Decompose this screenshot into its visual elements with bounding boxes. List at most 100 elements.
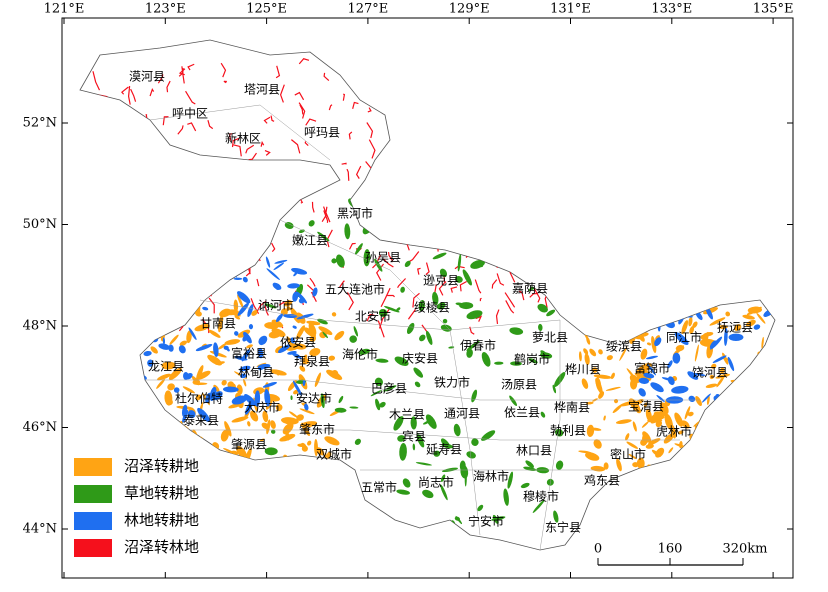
patch — [168, 273, 177, 285]
patch — [178, 264, 186, 272]
patch — [625, 433, 630, 441]
patch — [509, 327, 524, 335]
place-label: 通河县 — [444, 407, 480, 421]
patch — [188, 268, 196, 282]
patch — [107, 173, 111, 178]
patch — [218, 314, 224, 333]
patch — [555, 460, 564, 470]
patch — [185, 294, 194, 303]
patch — [538, 323, 543, 332]
patch — [206, 255, 213, 264]
patch — [258, 335, 268, 346]
patch — [681, 420, 690, 429]
patch — [245, 400, 253, 415]
patch — [687, 411, 694, 417]
patch — [719, 412, 723, 424]
place-label: 同江市 — [666, 330, 702, 345]
patch — [124, 268, 135, 286]
patch — [734, 324, 742, 331]
place-label: 杜尔伯特 — [175, 391, 223, 406]
patch — [725, 311, 731, 317]
patch — [237, 291, 251, 304]
patch — [524, 246, 532, 253]
patch — [538, 114, 551, 120]
patch — [181, 306, 184, 318]
patch — [498, 233, 502, 238]
patch — [223, 448, 238, 456]
patch — [738, 412, 742, 427]
patch — [416, 136, 420, 141]
patch — [595, 377, 602, 391]
patch — [178, 68, 186, 76]
patch — [458, 177, 471, 193]
patch — [375, 358, 389, 363]
patch — [274, 259, 288, 264]
place-label: 甘南县 — [200, 316, 236, 331]
patch — [655, 308, 661, 315]
patch — [307, 440, 312, 446]
patch — [254, 390, 261, 407]
patch — [400, 286, 405, 293]
patch — [580, 314, 591, 325]
patch — [354, 438, 361, 445]
patch — [264, 388, 271, 407]
patch — [295, 462, 302, 473]
patch — [714, 426, 719, 442]
patch — [400, 226, 408, 244]
patch — [407, 224, 416, 233]
patch — [195, 394, 202, 401]
patch — [554, 372, 566, 387]
place-label: 塔河县 — [244, 83, 280, 97]
patch — [248, 324, 254, 330]
patch — [375, 398, 381, 411]
patch — [514, 74, 518, 87]
patch — [305, 118, 317, 126]
patch — [275, 65, 281, 79]
place-label: 北安市 — [355, 309, 391, 324]
patch — [711, 434, 720, 443]
patch — [240, 243, 251, 260]
patch — [294, 91, 305, 101]
patch — [450, 286, 458, 293]
patch — [523, 201, 529, 208]
patch — [384, 210, 390, 218]
patch — [308, 220, 315, 227]
patch — [422, 489, 434, 499]
patch — [416, 433, 425, 448]
place-label: 桦川县 — [565, 362, 601, 377]
patch — [240, 373, 247, 379]
patch — [753, 459, 767, 468]
patch — [742, 382, 748, 388]
patch — [374, 377, 383, 387]
patch — [520, 482, 530, 489]
patch — [523, 245, 531, 261]
patch — [425, 262, 430, 276]
patch — [667, 360, 673, 369]
patch — [147, 359, 154, 367]
patch — [728, 392, 741, 405]
patch — [323, 72, 330, 82]
place-label: 饶河县 — [692, 366, 728, 380]
patch — [225, 255, 237, 265]
longitude-label: 127°E — [347, 2, 388, 17]
place-label: 巴彦县 — [371, 381, 407, 396]
patch — [358, 348, 370, 355]
patch — [756, 414, 764, 425]
patch — [135, 415, 154, 422]
patch — [141, 119, 147, 130]
patch — [304, 403, 309, 411]
patch — [206, 225, 211, 240]
patch — [90, 282, 100, 288]
patch — [540, 350, 548, 358]
patch — [728, 399, 740, 405]
patch — [157, 277, 163, 283]
patch — [221, 379, 227, 386]
patch — [374, 258, 383, 272]
patch — [236, 446, 247, 458]
scale-label: 0 — [594, 542, 602, 557]
patch — [392, 191, 399, 199]
patch — [736, 452, 748, 468]
patch — [336, 254, 345, 268]
